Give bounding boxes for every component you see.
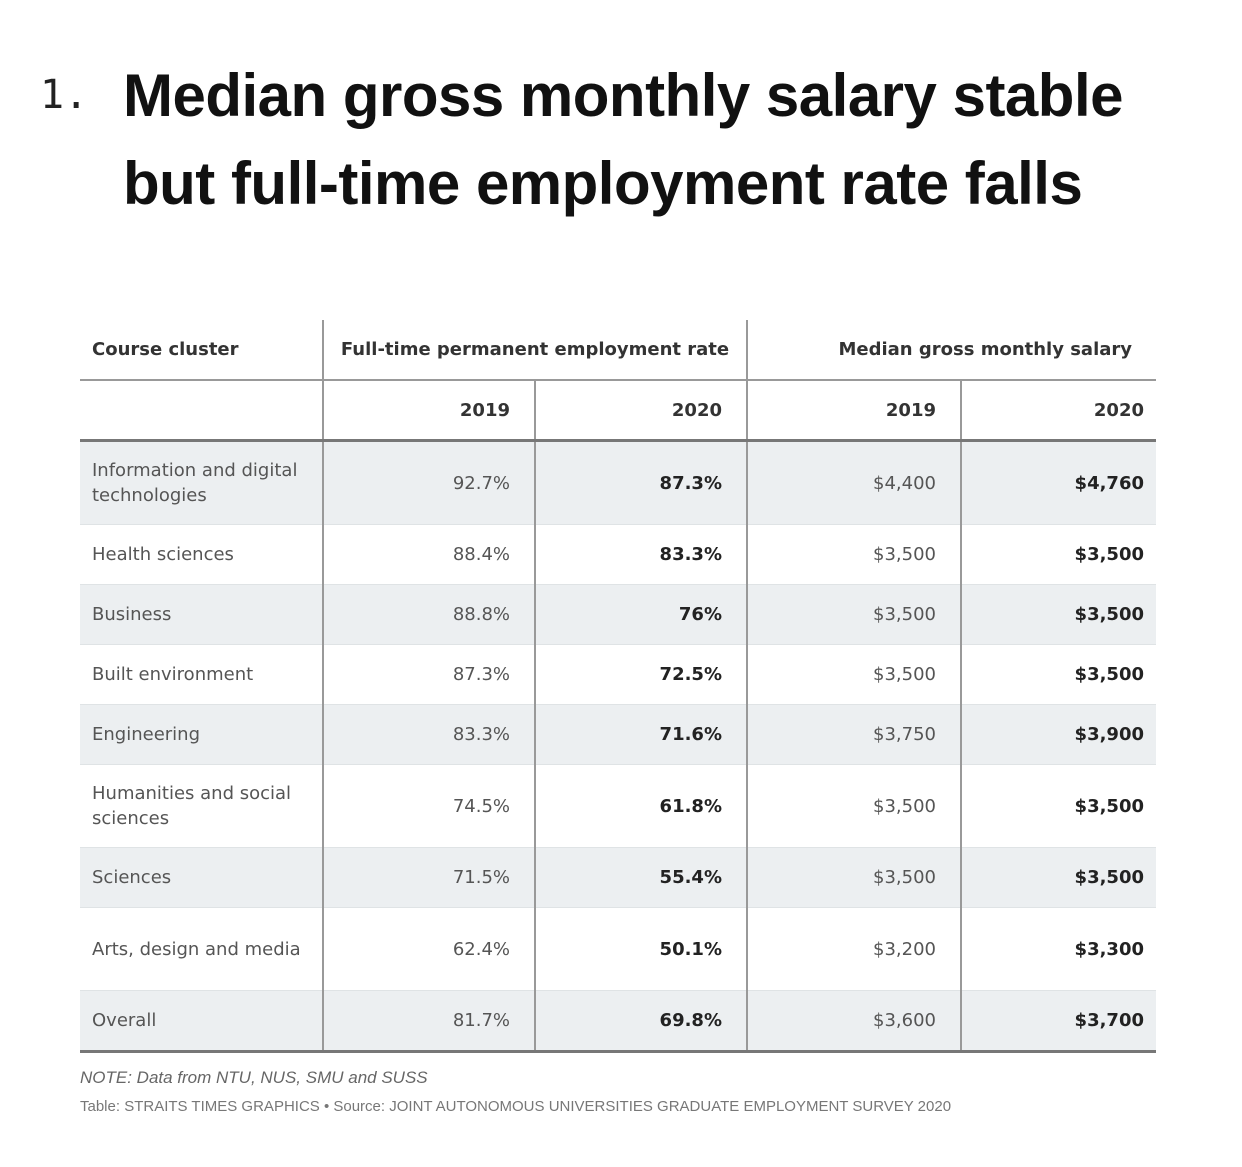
table-row: Engineering 83.3% 71.6% $3,750 $3,900	[80, 704, 1157, 765]
table-row: Health sciences 88.4% 83.3% $3,500 $3,50…	[80, 524, 1157, 585]
row-cluster: Health sciences	[80, 524, 323, 585]
row-cluster: Built environment	[80, 644, 323, 705]
row-emp-2019: 92.7%	[322, 440, 535, 525]
row-emp-2020: 76%	[534, 584, 747, 645]
table-note: NOTE: Data from NTU, NUS, SMU and SUSS	[80, 1068, 428, 1087]
row-sal-2020: $3,500	[959, 847, 1157, 908]
row-cluster: Engineering	[80, 704, 323, 765]
row-emp-2020: 69.8%	[534, 990, 747, 1053]
header-employment-rate: Full-time permanent employment rate	[322, 320, 747, 381]
row-sal-2019: $3,600	[746, 990, 961, 1053]
table-row-overall: Overall 81.7% 69.8% $3,600 $3,700	[80, 990, 1157, 1053]
row-sal-2019: $3,500	[746, 524, 961, 585]
row-emp-2019: 71.5%	[322, 847, 535, 908]
row-emp-2020: 61.8%	[534, 764, 747, 848]
row-sal-2020: $4,760	[959, 440, 1157, 525]
row-cluster: Overall	[80, 990, 323, 1053]
row-cluster: Information and digital technologies	[80, 440, 323, 525]
row-sal-2020: $3,500	[959, 644, 1157, 705]
row-sal-2019: $3,500	[746, 847, 961, 908]
row-sal-2019: $3,500	[746, 644, 961, 705]
row-emp-2019: 88.8%	[322, 584, 535, 645]
header-emp-2019: 2019	[322, 380, 535, 442]
page-title: Median gross monthly salary stable but f…	[123, 62, 1123, 217]
row-sal-2019: $3,200	[746, 907, 961, 991]
row-emp-2020: 87.3%	[534, 440, 747, 525]
header-sal-2020: 2020	[959, 380, 1157, 442]
table-row: Humanities and social sciences 74.5% 61.…	[80, 764, 1157, 848]
row-sal-2019: $4,400	[746, 440, 961, 525]
row-emp-2019: 88.4%	[322, 524, 535, 585]
table-row: Business 88.8% 76% $3,500 $3,500	[80, 584, 1157, 645]
row-emp-2020: 83.3%	[534, 524, 747, 585]
row-cluster: Arts, design and media	[80, 907, 323, 991]
table-row: Sciences 71.5% 55.4% $3,500 $3,500	[80, 847, 1157, 908]
row-sal-2020: $3,900	[959, 704, 1157, 765]
row-emp-2020: 72.5%	[534, 644, 747, 705]
row-sal-2020: $3,500	[959, 524, 1157, 585]
list-number: 1.	[40, 72, 89, 118]
header-course-cluster: Course cluster	[80, 320, 323, 381]
row-cluster: Sciences	[80, 847, 323, 908]
row-emp-2019: 74.5%	[322, 764, 535, 848]
header-sal-2019: 2019	[746, 380, 961, 442]
header-median-salary: Median gross monthly salary	[745, 320, 1157, 381]
row-emp-2019: 87.3%	[322, 644, 535, 705]
row-sal-2020: $3,700	[959, 990, 1157, 1053]
employment-salary-table: Course cluster Full-time permanent emplo…	[80, 320, 1157, 1053]
row-sal-2019: $3,500	[746, 764, 961, 848]
row-sal-2020: $3,500	[959, 584, 1157, 645]
table-row: Built environment 87.3% 72.5% $3,500 $3,…	[80, 644, 1157, 705]
table-row: Information and digital technologies 92.…	[80, 440, 1157, 525]
row-sal-2019: $3,750	[746, 704, 961, 765]
row-cluster: Business	[80, 584, 323, 645]
row-emp-2020: 71.6%	[534, 704, 747, 765]
row-sal-2019: $3,500	[746, 584, 961, 645]
row-emp-2019: 62.4%	[322, 907, 535, 991]
row-cluster: Humanities and social sciences	[80, 764, 323, 848]
row-sal-2020: $3,300	[959, 907, 1157, 991]
header-blank	[80, 380, 323, 442]
row-emp-2019: 81.7%	[322, 990, 535, 1053]
row-sal-2020: $3,500	[959, 764, 1157, 848]
row-emp-2019: 83.3%	[322, 704, 535, 765]
table-row: Arts, design and media 62.4% 50.1% $3,20…	[80, 907, 1157, 991]
header-emp-2020: 2020	[534, 380, 747, 442]
table-source: Table: STRAITS TIMES GRAPHICS • Source: …	[80, 1098, 952, 1115]
row-emp-2020: 50.1%	[534, 907, 747, 991]
row-emp-2020: 55.4%	[534, 847, 747, 908]
